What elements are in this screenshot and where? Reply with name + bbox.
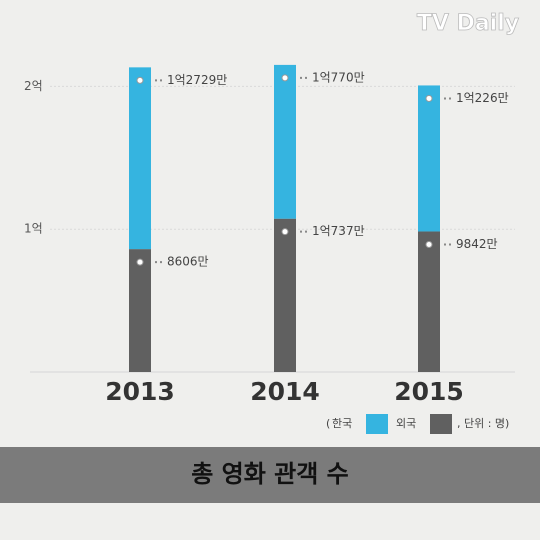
label-dot	[281, 74, 289, 82]
data-label: 1억226만	[456, 91, 509, 105]
x-tick-label: 2015	[394, 377, 464, 406]
label-dot	[425, 240, 433, 248]
title-banner	[0, 447, 540, 503]
bar-segment	[418, 231, 440, 372]
data-label: 1억2729만	[167, 73, 227, 87]
y-tick-label: 1억	[24, 222, 43, 236]
bar-segment	[274, 218, 296, 372]
data-label: 1억770만	[312, 70, 365, 84]
bar-segment	[129, 249, 151, 372]
data-label: 9842만	[456, 237, 498, 251]
label-dot	[281, 228, 289, 236]
label-dot	[136, 258, 144, 266]
legend-label: 한국	[332, 417, 352, 430]
x-tick-label: 2013	[105, 377, 175, 406]
x-tick-label: 2014	[250, 377, 320, 406]
legend-prefix: (	[326, 417, 330, 430]
unit-label: , 단위 : 명)	[457, 417, 509, 430]
bar-segment	[129, 67, 151, 250]
legend-swatch	[430, 414, 452, 434]
watermark: TV Daily	[417, 11, 519, 36]
y-tick-label: 2억	[24, 79, 43, 93]
legend-label: 외국	[396, 417, 416, 430]
data-label: 8606만	[167, 255, 209, 269]
bar-segment	[418, 85, 440, 232]
label-dot	[136, 76, 144, 84]
chart-title: 총 영화 관객 수	[191, 460, 349, 488]
data-label: 1억737만	[312, 224, 365, 238]
label-dot	[425, 94, 433, 102]
legend-swatch	[366, 414, 388, 434]
bar-segment	[274, 64, 296, 219]
